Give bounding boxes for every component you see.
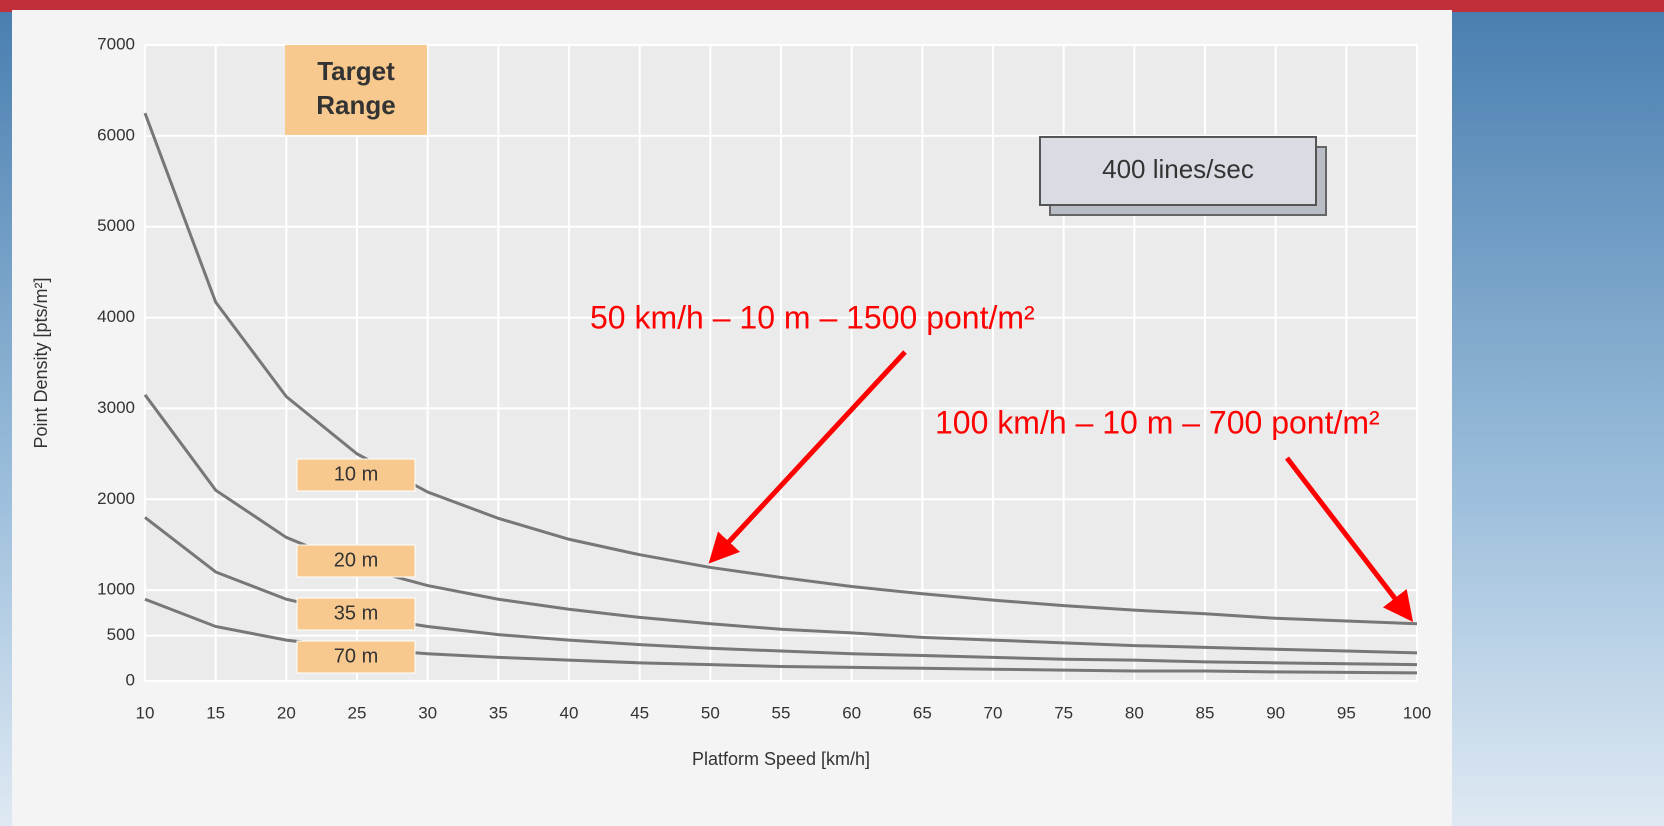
y-tick-label: 7000: [97, 34, 135, 53]
x-tick-label: 55: [772, 703, 791, 722]
y-tick-label: 3000: [97, 398, 135, 417]
x-tick-label: 50: [701, 703, 720, 722]
series-label-box: [296, 597, 416, 631]
series-label-box: [296, 544, 416, 578]
x-axis-label: Platform Speed [km/h]: [692, 749, 870, 769]
y-tick-label: 5000: [97, 216, 135, 235]
series-label: 35 m: [334, 602, 378, 624]
x-tick-label: 90: [1266, 703, 1285, 722]
y-tick-label: 2000: [97, 489, 135, 508]
y-axis-label: Point Density [pts/m²]: [31, 277, 51, 448]
x-tick-label: 75: [1054, 703, 1073, 722]
x-tick-label: 35: [489, 703, 508, 722]
x-tick-label: 30: [418, 703, 437, 722]
x-tick-label: 70: [984, 703, 1003, 722]
series-label-box: [296, 458, 416, 492]
x-tick-label: 80: [1125, 703, 1144, 722]
target-range-label: Target Range: [316, 56, 395, 120]
x-tick-label: 65: [913, 703, 932, 722]
x-tick-label: 40: [560, 703, 579, 722]
x-tick-label: 25: [348, 703, 367, 722]
x-tick-label: 85: [1196, 703, 1215, 722]
x-tick-label: 15: [206, 703, 225, 722]
x-tick-label: 10: [136, 703, 155, 722]
series-label: 70 m: [334, 645, 378, 667]
x-tick-label: 100: [1403, 703, 1431, 722]
rate-box: [1039, 136, 1317, 206]
x-tick-label: 95: [1337, 703, 1356, 722]
x-tick-label: 60: [842, 703, 861, 722]
y-tick-label: 4000: [97, 307, 135, 326]
series-label-box: [296, 640, 416, 674]
y-tick-label: 500: [107, 625, 135, 644]
y-tick-label: 1000: [97, 580, 135, 599]
annotation: 100 km/h – 10 m – 700 pont/m²: [935, 404, 1380, 440]
series-label: 20 m: [334, 549, 378, 571]
annotation-arrow: [708, 350, 907, 564]
series-label: 10 m: [334, 463, 378, 485]
annotation: 50 km/h – 10 m – 1500 pont/m²: [590, 299, 1035, 335]
target-range-box: [285, 45, 427, 135]
annotation-arrow: [1285, 456, 1414, 622]
y-tick-label: 6000: [97, 125, 135, 144]
y-tick-label: 0: [126, 670, 135, 689]
series-line: [143, 112, 1418, 626]
x-tick-label: 45: [630, 703, 649, 722]
rate-label: 400 lines/sec: [1102, 154, 1254, 184]
x-tick-label: 20: [277, 703, 296, 722]
